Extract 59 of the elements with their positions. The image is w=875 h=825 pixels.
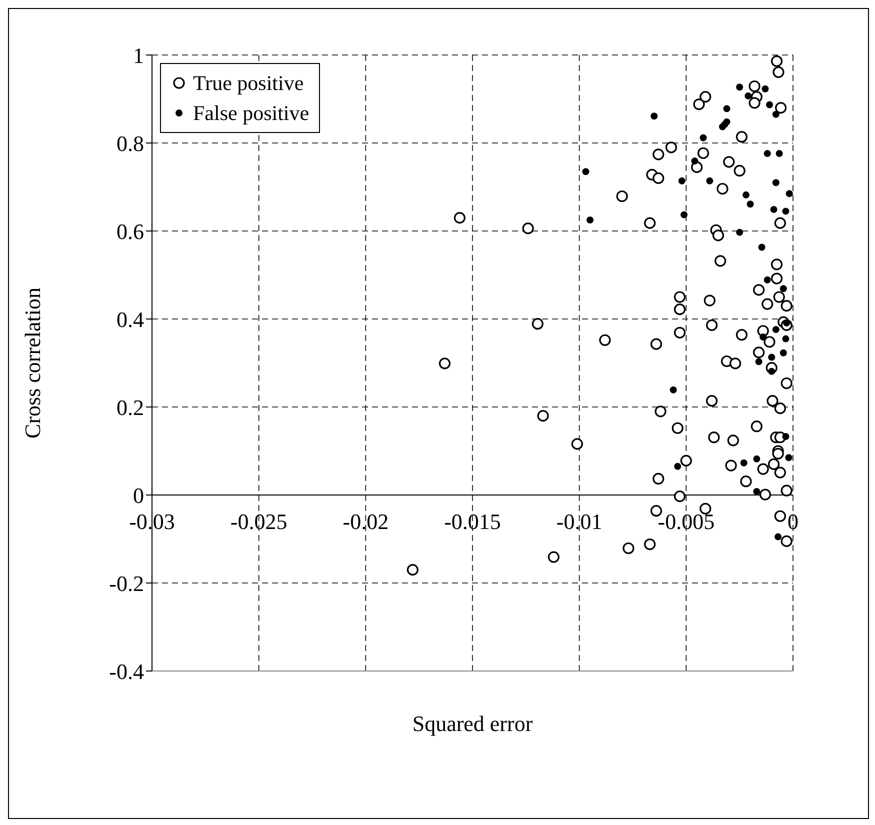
point — [776, 150, 783, 158]
point — [772, 110, 780, 118]
point — [766, 101, 773, 108]
point — [744, 92, 752, 100]
point — [770, 206, 778, 213]
point — [782, 335, 790, 342]
point — [772, 179, 780, 186]
point — [736, 228, 744, 236]
point — [755, 358, 762, 366]
y-tick-label: 0.2 — [116, 394, 144, 420]
x-tick-label: -0.01 — [556, 509, 602, 534]
point — [762, 85, 769, 92]
point — [768, 354, 776, 361]
legend-label: False positive — [193, 100, 310, 127]
y-tick-label: 0.4 — [116, 306, 144, 332]
point — [764, 276, 771, 284]
point — [758, 244, 766, 251]
y-tick-label: 0 — [133, 482, 144, 508]
point — [780, 349, 787, 356]
point — [782, 208, 790, 215]
point — [785, 454, 792, 462]
point — [780, 285, 787, 292]
point — [674, 462, 682, 470]
y-tick-label: 0.8 — [116, 130, 144, 156]
y-tick-label: 1 — [133, 42, 144, 68]
x-tick-label: 0 — [788, 509, 798, 534]
point — [650, 112, 658, 120]
point — [782, 432, 790, 440]
x-tick-label: -0.015 — [444, 509, 501, 534]
point — [786, 190, 793, 198]
x-axis-title: Squared error — [412, 711, 534, 736]
point — [680, 211, 688, 218]
point — [740, 459, 748, 466]
point — [670, 386, 677, 394]
point — [700, 134, 707, 142]
point — [586, 216, 594, 224]
x-tick-label: -0.005 — [658, 509, 715, 534]
point — [764, 150, 771, 158]
point — [582, 168, 590, 176]
y-axis-title: Cross correlation — [20, 288, 45, 438]
point — [706, 177, 714, 184]
x-tick-label: -0.02 — [342, 509, 389, 534]
point — [753, 488, 760, 495]
point — [746, 200, 754, 208]
point — [760, 334, 767, 341]
point — [742, 191, 750, 198]
legend-label: True positive — [193, 70, 304, 97]
point — [723, 105, 730, 112]
point — [678, 177, 686, 184]
point — [691, 158, 698, 165]
x-tick-label: -0.025 — [230, 509, 288, 534]
y-tick-label: -0.2 — [109, 570, 144, 596]
y-tick-label: -0.4 — [109, 658, 144, 684]
point — [753, 455, 760, 462]
point — [774, 533, 782, 540]
point — [736, 84, 744, 91]
y-tick-label: 0.6 — [116, 218, 144, 244]
point — [772, 326, 780, 334]
point — [718, 123, 726, 130]
